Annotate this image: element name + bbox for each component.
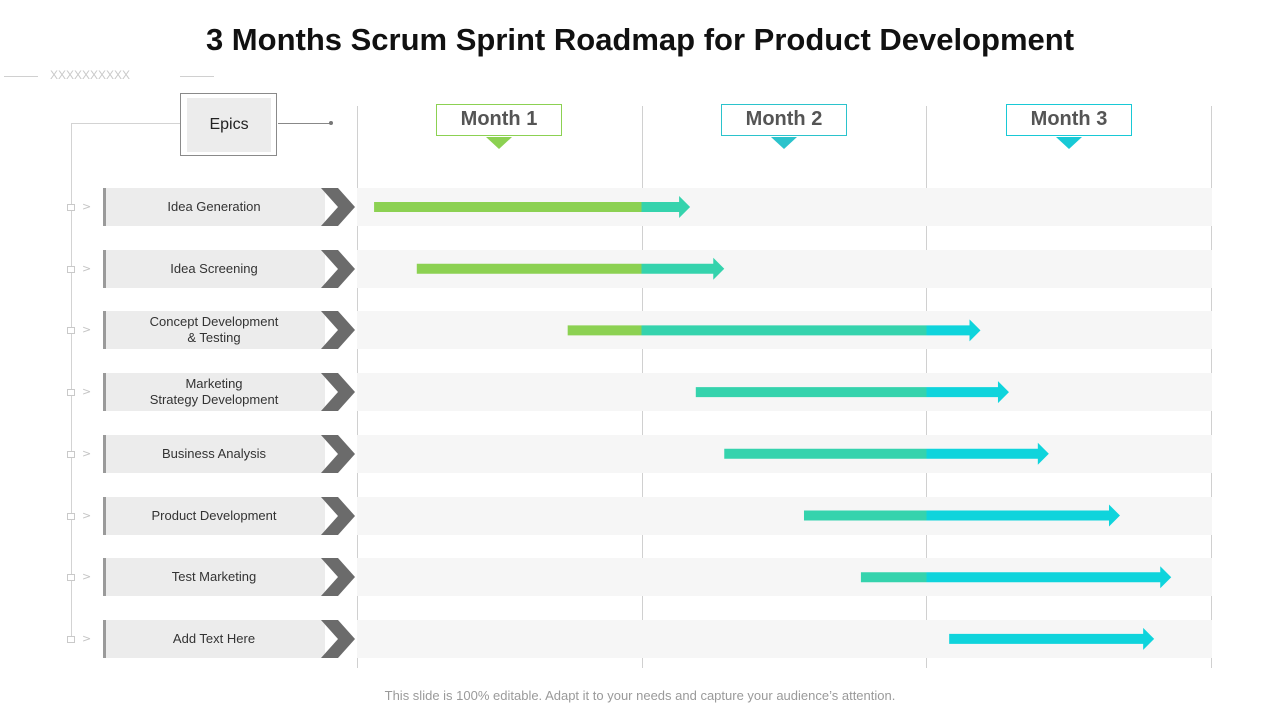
connector-dot xyxy=(329,121,333,125)
task-label-edge xyxy=(103,311,106,349)
epics-connector-vertical xyxy=(71,123,72,640)
row-bullet-arrow-icon: > xyxy=(82,323,92,336)
task-label-edge xyxy=(103,497,106,535)
row-bullet xyxy=(67,636,75,643)
chevron-right-icon xyxy=(321,558,355,596)
task-bar xyxy=(860,566,1172,589)
month-1-header: Month 1 xyxy=(436,104,562,136)
row-bullet xyxy=(67,327,75,334)
row-bullet-arrow-icon: > xyxy=(82,570,92,583)
row-bullet xyxy=(67,513,75,520)
chevron-right-icon xyxy=(321,497,355,535)
month-3-header: Month 3 xyxy=(1006,104,1132,136)
row-bullet-arrow-icon: > xyxy=(82,509,92,522)
task-bar xyxy=(803,504,1120,527)
task-label: Idea Generation xyxy=(103,188,325,226)
task-label: Business Analysis xyxy=(103,435,325,473)
task-label: Add Text Here xyxy=(103,620,325,658)
task-label-edge xyxy=(103,188,106,226)
month-2-label: Month 2 xyxy=(745,108,823,130)
chevron-right-icon xyxy=(321,435,355,473)
epics-label: Epics xyxy=(187,98,271,152)
month-2-pointer xyxy=(771,137,797,149)
footer-note: This slide is 100% editable. Adapt it to… xyxy=(384,688,896,703)
task-label-edge xyxy=(103,373,106,411)
chevron-right-icon xyxy=(321,373,355,411)
task-label-edge xyxy=(103,620,106,658)
chevron-right-icon xyxy=(321,620,355,658)
row-bullet-arrow-icon: > xyxy=(82,385,92,398)
row-bullet xyxy=(67,574,75,581)
task-label: Marketing Strategy Development xyxy=(103,373,325,411)
epics-header-box: Epics xyxy=(180,93,277,156)
chevron-right-icon xyxy=(321,188,355,226)
title-deco-marks: XXXXXXXXXX xyxy=(50,68,131,82)
row-bullet xyxy=(67,451,75,458)
month-3-pointer xyxy=(1056,137,1082,149)
epics-connector-left xyxy=(71,123,180,124)
task-label-edge xyxy=(103,435,106,473)
row-bullet xyxy=(67,204,75,211)
row-bullet-arrow-icon: > xyxy=(82,632,92,645)
task-bar xyxy=(416,257,725,280)
task-label: Concept Development & Testing xyxy=(103,311,325,349)
row-bullet-arrow-icon: > xyxy=(82,447,92,460)
title-deco-line-right xyxy=(180,76,214,77)
task-bar xyxy=(724,442,1049,465)
task-label-edge xyxy=(103,558,106,596)
slide-title: 3 Months Scrum Sprint Roadmap for Produc… xyxy=(205,22,1075,57)
row-bullet-arrow-icon: > xyxy=(82,262,92,275)
task-bar xyxy=(374,196,691,218)
month-1-pointer xyxy=(486,137,512,149)
row-bullet xyxy=(67,266,75,273)
task-label: Product Development xyxy=(103,497,325,535)
row-bullet xyxy=(67,389,75,396)
month-2-header: Month 2 xyxy=(721,104,847,136)
task-bar xyxy=(567,319,981,342)
title-deco-line-left xyxy=(4,76,38,77)
epics-connector-right xyxy=(278,123,330,124)
row-bullet-arrow-icon: > xyxy=(82,200,92,213)
chevron-right-icon xyxy=(321,250,355,288)
task-label: Idea Screening xyxy=(103,250,325,288)
task-bar xyxy=(695,381,1009,404)
task-label-edge xyxy=(103,250,106,288)
month-1-label: Month 1 xyxy=(460,108,538,130)
chevron-right-icon xyxy=(321,311,355,349)
month-3-label: Month 3 xyxy=(1030,108,1108,130)
task-label: Test Marketing xyxy=(103,558,325,596)
task-bar xyxy=(949,627,1155,650)
